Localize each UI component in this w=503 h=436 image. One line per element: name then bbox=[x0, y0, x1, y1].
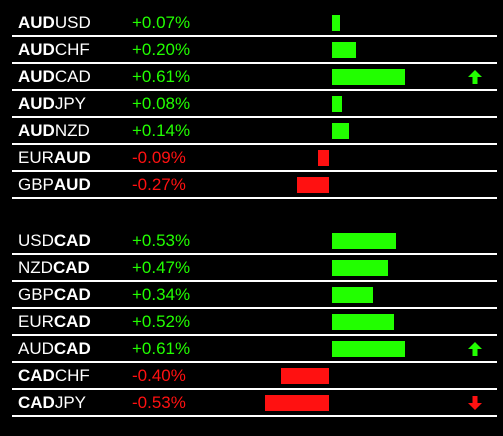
strength-bar-negative bbox=[281, 368, 329, 384]
pair-highlight: CAD bbox=[53, 339, 91, 358]
pair-highlight: AUD bbox=[18, 13, 55, 32]
pair-highlight: AUD bbox=[53, 148, 91, 167]
pair-row: GBPCAD +0.34% bbox=[12, 282, 497, 309]
pair-label: NZDCAD bbox=[18, 257, 90, 279]
pair-highlight: CAD bbox=[53, 312, 91, 331]
pair-label: CADCHF bbox=[18, 365, 90, 387]
change-percent: +0.07% bbox=[132, 13, 191, 32]
pair-prefix: USD bbox=[18, 231, 54, 250]
change-percent: +0.61% bbox=[132, 339, 191, 358]
strength-bar-positive bbox=[332, 287, 373, 303]
strength-bar-negative bbox=[318, 150, 329, 166]
pair-label: AUDNZD bbox=[18, 120, 90, 142]
pair-suffix: NZD bbox=[54, 121, 90, 140]
change-percent: -0.09% bbox=[132, 148, 186, 167]
pair-row: AUDNZD +0.14% bbox=[12, 118, 497, 145]
pair-label: GBPCAD bbox=[18, 284, 91, 306]
pair-label: EURCAD bbox=[18, 311, 91, 333]
pair-highlight: AUD bbox=[18, 67, 55, 86]
pair-row: EURCAD +0.52% bbox=[12, 309, 497, 336]
pair-row: AUDCAD +0.61% bbox=[12, 336, 497, 363]
strength-bar-positive bbox=[332, 15, 340, 31]
arrow-up-icon bbox=[468, 70, 482, 84]
pair-suffix: JPY bbox=[54, 94, 87, 113]
pair-row: NZDCAD +0.47% bbox=[12, 255, 497, 282]
pair-label: CADJPY bbox=[18, 392, 86, 414]
pair-highlight: CAD bbox=[18, 366, 55, 385]
pair-highlight: CAD bbox=[18, 393, 55, 412]
pair-row: AUDUSD +0.07% bbox=[12, 10, 497, 37]
pair-highlight: CAD bbox=[53, 285, 91, 304]
pair-row: CADCHF -0.40% bbox=[12, 363, 497, 390]
change-percent: +0.08% bbox=[132, 94, 191, 113]
pair-label: EURAUD bbox=[18, 147, 91, 169]
change-percent: +0.52% bbox=[132, 312, 191, 331]
pair-highlight: CAD bbox=[53, 231, 91, 250]
pair-row: GBPAUD -0.27% bbox=[12, 172, 497, 199]
change-percent: +0.14% bbox=[132, 121, 191, 140]
pair-row: EURAUD -0.09% bbox=[12, 145, 497, 172]
strength-bar-positive bbox=[332, 96, 342, 112]
change-percent: -0.27% bbox=[132, 175, 186, 194]
change-percent: +0.34% bbox=[132, 285, 191, 304]
pair-highlight: CAD bbox=[52, 258, 90, 277]
pair-label: USDCAD bbox=[18, 230, 91, 252]
strength-bar-positive bbox=[332, 341, 405, 357]
pair-label: AUDCAD bbox=[18, 66, 91, 88]
pair-prefix: AUD bbox=[18, 339, 54, 358]
pair-prefix: GBP bbox=[18, 175, 54, 194]
arrow-down-icon bbox=[468, 396, 482, 410]
strength-bar-positive bbox=[332, 42, 356, 58]
strength-bar-positive bbox=[332, 69, 405, 85]
strength-bar-negative bbox=[265, 395, 329, 411]
change-percent: +0.61% bbox=[132, 67, 191, 86]
pair-label: AUDJPY bbox=[18, 93, 86, 115]
change-percent: +0.47% bbox=[132, 258, 191, 277]
pair-label: AUDUSD bbox=[18, 12, 91, 34]
pair-prefix: GBP bbox=[18, 285, 54, 304]
strength-bar-negative bbox=[297, 177, 329, 193]
pair-suffix: CHF bbox=[54, 366, 90, 385]
pair-row: AUDCHF +0.20% bbox=[12, 37, 497, 64]
pair-highlight: AUD bbox=[18, 121, 55, 140]
strength-bar-positive bbox=[332, 233, 396, 249]
change-percent: +0.53% bbox=[132, 231, 191, 250]
change-percent: +0.20% bbox=[132, 40, 191, 59]
pair-row: AUDCAD +0.61% bbox=[12, 64, 497, 91]
pair-prefix: NZD bbox=[18, 258, 53, 277]
strength-bar-positive bbox=[332, 314, 394, 330]
pair-suffix: CHF bbox=[54, 40, 90, 59]
pair-suffix: CAD bbox=[54, 67, 91, 86]
pair-highlight: AUD bbox=[53, 175, 91, 194]
pair-row: USDCAD +0.53% bbox=[12, 228, 497, 255]
arrow-up-icon bbox=[468, 342, 482, 356]
pair-row: AUDJPY +0.08% bbox=[12, 91, 497, 118]
pair-label: AUDCHF bbox=[18, 39, 90, 61]
strength-bar-positive bbox=[332, 123, 349, 139]
change-percent: -0.40% bbox=[132, 366, 186, 385]
pair-prefix: EUR bbox=[18, 148, 54, 167]
pair-label: AUDCAD bbox=[18, 338, 91, 360]
pair-prefix: EUR bbox=[18, 312, 54, 331]
pair-suffix: JPY bbox=[54, 393, 87, 412]
pair-highlight: AUD bbox=[18, 94, 55, 113]
pair-row: CADJPY -0.53% bbox=[12, 390, 497, 417]
pair-highlight: AUD bbox=[18, 40, 55, 59]
pair-label: GBPAUD bbox=[18, 174, 91, 196]
pair-suffix: USD bbox=[54, 13, 91, 32]
change-percent: -0.53% bbox=[132, 393, 186, 412]
strength-bar-positive bbox=[332, 260, 388, 276]
